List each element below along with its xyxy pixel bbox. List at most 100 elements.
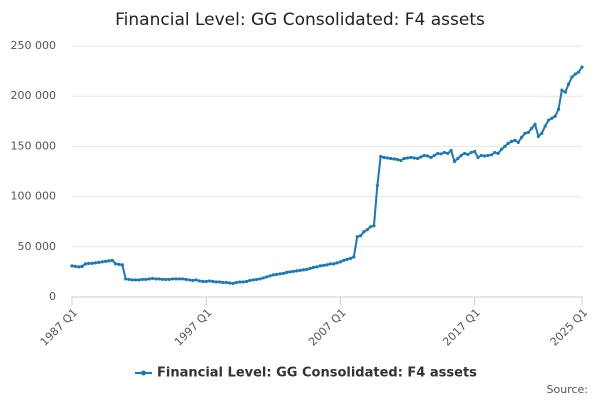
point xyxy=(154,277,158,281)
point xyxy=(261,276,265,280)
point xyxy=(462,151,467,156)
point xyxy=(550,116,554,120)
point xyxy=(90,261,94,265)
point xyxy=(201,279,205,284)
point xyxy=(466,152,470,157)
point xyxy=(577,70,581,74)
point xyxy=(224,280,228,285)
point xyxy=(479,153,483,158)
point xyxy=(563,90,567,94)
point xyxy=(187,278,192,282)
point xyxy=(157,277,161,281)
point xyxy=(426,154,430,158)
point xyxy=(409,155,413,160)
point xyxy=(311,265,316,269)
point xyxy=(77,265,81,269)
point xyxy=(348,256,353,260)
point xyxy=(369,225,373,229)
point xyxy=(385,156,389,160)
point xyxy=(288,270,292,274)
point xyxy=(389,156,393,161)
point xyxy=(93,261,98,265)
point xyxy=(573,72,577,76)
point xyxy=(308,266,312,270)
point xyxy=(560,88,564,92)
point xyxy=(335,261,339,265)
point xyxy=(476,155,480,160)
point xyxy=(352,255,356,259)
point xyxy=(365,228,369,232)
point xyxy=(358,234,363,238)
point xyxy=(120,263,124,267)
source-label: Source: xyxy=(547,383,589,396)
point xyxy=(412,156,416,160)
point xyxy=(523,131,527,135)
point xyxy=(402,156,406,161)
point xyxy=(291,269,296,273)
point xyxy=(251,278,255,282)
point xyxy=(536,134,540,138)
point xyxy=(100,260,104,264)
point xyxy=(520,135,524,139)
point xyxy=(509,139,514,143)
point xyxy=(147,277,151,281)
point xyxy=(379,154,383,159)
point xyxy=(318,264,322,268)
point xyxy=(97,260,101,264)
y-tick-label: 50 000 xyxy=(18,240,57,253)
point xyxy=(164,277,168,282)
point xyxy=(415,156,420,161)
point xyxy=(238,280,242,284)
point xyxy=(218,280,222,284)
point xyxy=(110,258,114,262)
point xyxy=(268,274,272,278)
point xyxy=(281,271,285,276)
x-tick-label: 2025 Q1 xyxy=(548,306,591,349)
point xyxy=(73,264,77,268)
point xyxy=(530,126,534,130)
point xyxy=(103,259,108,263)
point xyxy=(503,144,507,148)
point xyxy=(342,258,346,262)
point xyxy=(456,156,460,161)
point xyxy=(452,159,457,164)
point xyxy=(298,268,302,272)
point xyxy=(382,155,386,160)
point xyxy=(469,150,473,155)
point xyxy=(526,130,530,134)
point xyxy=(506,141,510,145)
point xyxy=(124,277,128,281)
point xyxy=(446,151,450,156)
point xyxy=(543,124,547,128)
point xyxy=(325,263,329,267)
point xyxy=(83,262,88,266)
point xyxy=(486,153,490,158)
x-tick-label: 2007 Q1 xyxy=(306,306,349,349)
y-tick-label: 150 000 xyxy=(11,139,57,152)
point xyxy=(127,277,131,282)
y-tick-label: 250 000 xyxy=(11,39,57,52)
point xyxy=(540,131,544,135)
point xyxy=(315,265,319,269)
point xyxy=(214,280,218,284)
point xyxy=(489,153,494,157)
point xyxy=(221,280,225,285)
point xyxy=(171,277,175,281)
point xyxy=(436,151,440,156)
point xyxy=(134,278,138,282)
point xyxy=(332,262,336,266)
point xyxy=(566,82,571,86)
point xyxy=(160,277,165,282)
point xyxy=(211,279,215,284)
point xyxy=(137,278,141,282)
x-tick-label: 1997 Q1 xyxy=(172,306,215,349)
legend-marker xyxy=(141,370,146,376)
point xyxy=(439,152,443,156)
point xyxy=(556,107,561,111)
y-tick-label: 0 xyxy=(49,290,56,303)
point xyxy=(204,279,208,284)
point xyxy=(181,277,185,281)
point xyxy=(322,263,326,267)
point xyxy=(144,277,148,282)
